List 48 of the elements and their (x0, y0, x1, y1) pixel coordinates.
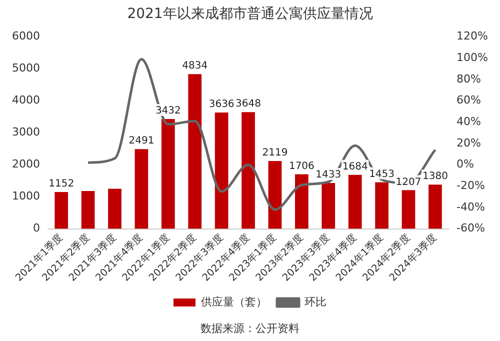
bar (322, 182, 336, 229)
y-tick-label: 1000 (12, 190, 40, 203)
y2-tick-label: 120% (456, 30, 488, 43)
bar (161, 118, 175, 229)
data-label: 1706 (288, 160, 314, 172)
y-tick-label: 3000 (12, 126, 40, 139)
data-label: 2491 (128, 136, 154, 147)
data-label: 1684 (342, 162, 368, 173)
data-label: 1380 (422, 171, 448, 182)
y2-tick-label: 60% (456, 94, 482, 107)
data-label: 3636 (208, 99, 234, 110)
y2-tick-label: -60% (456, 222, 485, 235)
data-label: 3432 (155, 106, 181, 117)
data-label: 2119 (262, 148, 288, 159)
bar (428, 184, 442, 229)
data-label: 4834 (182, 60, 208, 72)
data-label: 1152 (48, 178, 74, 190)
source-note: 数据来源：公开资料 (200, 321, 300, 337)
data-label: 3648 (236, 98, 261, 110)
bar (81, 191, 95, 229)
bar (375, 182, 388, 229)
legend-label: 供应量（套） (201, 295, 267, 308)
bar (188, 74, 202, 229)
legend-label: 环比 (304, 295, 326, 308)
bar (348, 174, 362, 229)
y-tick-label: 4000 (12, 94, 40, 107)
bar (134, 149, 148, 229)
y2-tick-label: -40% (456, 200, 485, 214)
bar (242, 112, 255, 229)
y-tick-label: 0 (32, 222, 40, 235)
y2-tick-label: 40% (456, 114, 482, 128)
data-label: 1453 (369, 168, 395, 180)
y2-tick-label: 0% (456, 158, 474, 171)
y-tick-label: 6000 (12, 30, 40, 43)
bar (214, 112, 228, 229)
bar (54, 192, 68, 229)
y2-tick-label: 100% (456, 50, 488, 64)
chart-title: 2021年以来成都市普通公寓供应量情况 (127, 5, 373, 22)
bar (268, 160, 282, 229)
data-label: 1433 (316, 170, 342, 181)
y2-tick-label: 80% (456, 72, 482, 86)
y2-tick-label: 20% (456, 136, 482, 150)
y-tick-label: 5000 (12, 62, 40, 75)
y-tick-label: 2000 (12, 158, 40, 171)
bar (402, 190, 416, 229)
bar (295, 174, 308, 229)
bar (108, 188, 122, 229)
y2-tick-label: -20% (456, 179, 485, 192)
